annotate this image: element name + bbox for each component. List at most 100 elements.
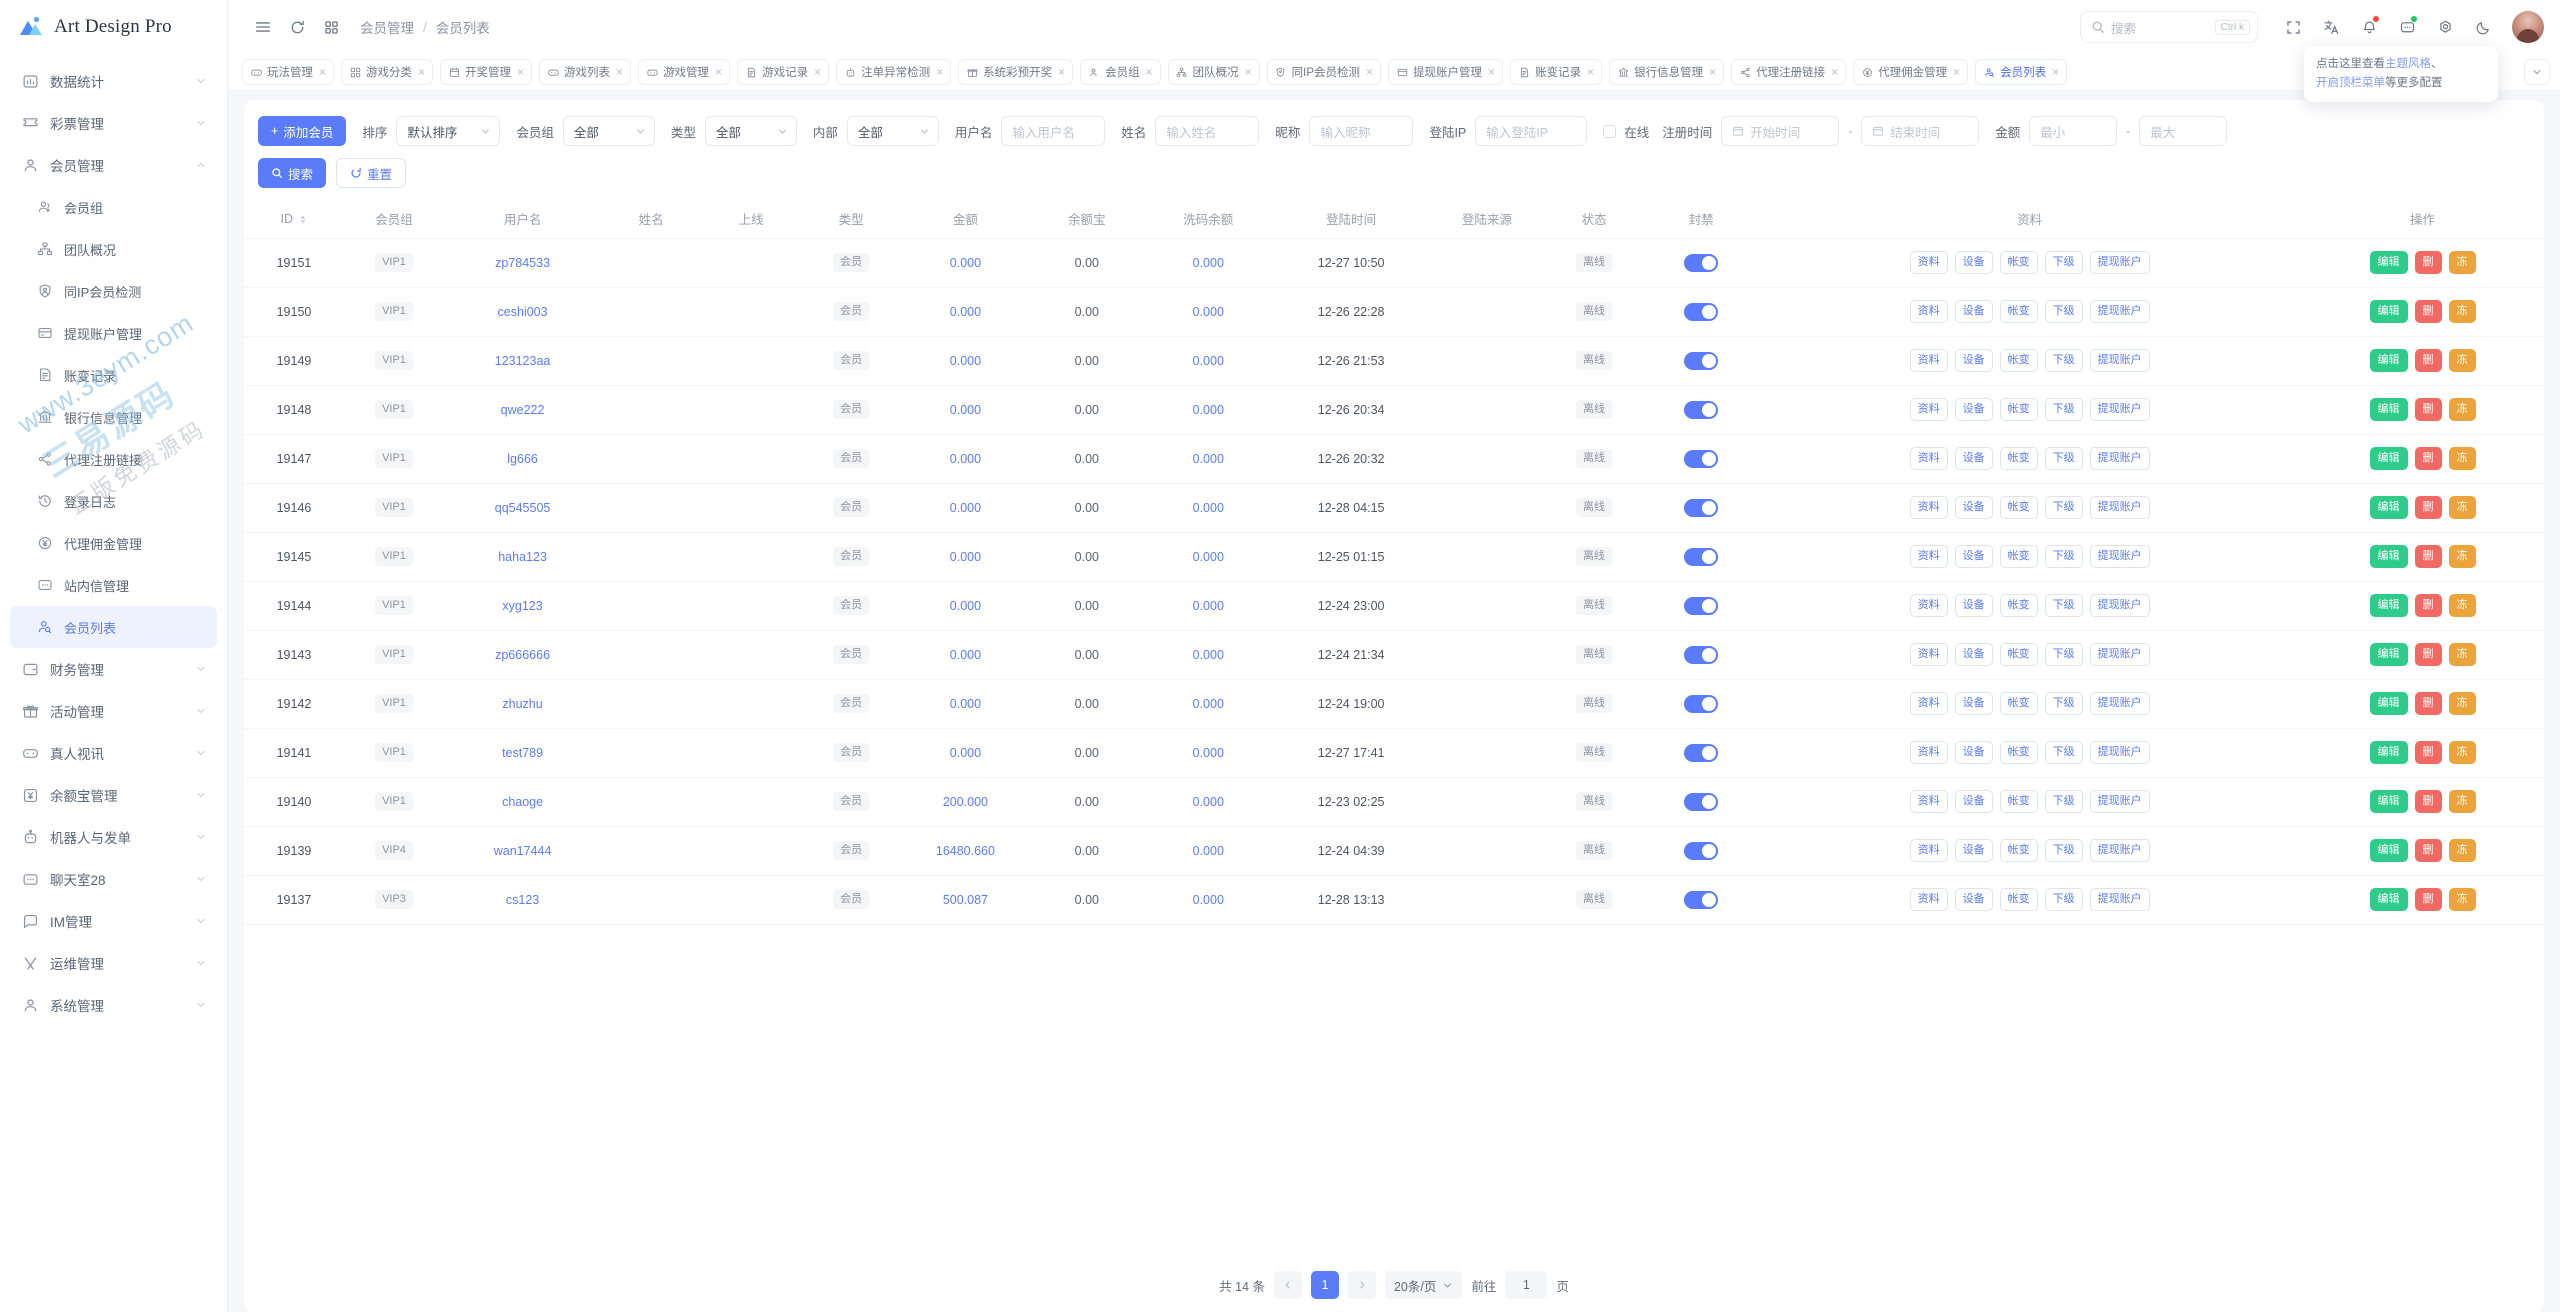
ban-toggle[interactable] [1684,792,1719,811]
op-button-del[interactable]: 删 [2414,251,2442,274]
cell-username[interactable]: haha123 [444,532,602,582]
username-link[interactable]: 123123aa [494,353,551,368]
cell-ban[interactable] [1643,826,1759,876]
row-button-提现账户[interactable]: 提现账户 [2089,594,2150,617]
sidebar-item-huodong-guanli[interactable]: 活动管理 [10,690,217,732]
op-button-del[interactable]: 删 [2414,692,2442,715]
search-input[interactable]: 搜索 Ctrl k [2080,11,2258,43]
row-button-设备[interactable]: 设备 [1954,594,1993,617]
ban-toggle[interactable] [1684,841,1719,860]
tab-kaijiang-guanli[interactable]: 开奖管理 × [440,59,533,85]
ban-toggle[interactable] [1684,890,1719,909]
row-button-提现账户[interactable]: 提现账户 [2089,349,2150,372]
start-date-input[interactable]: 开始时间 [1721,116,1840,146]
table-row[interactable]: 19150 VIP1 ceshi003 会员 0.000 0.00 0.000 12-26 2… [244,287,2544,337]
sort-select[interactable]: 默认排序 [396,116,501,146]
close-icon[interactable]: × [1058,65,1066,79]
row-button-设备[interactable]: 设备 [1954,398,1993,421]
row-button-下级[interactable]: 下级 [2044,741,2083,764]
op-button-del[interactable]: 删 [2414,496,2442,519]
username-link[interactable]: haha123 [498,549,547,564]
op-button-frz[interactable]: 冻 [2448,790,2476,813]
row-button-提现账户[interactable]: 提现账户 [2089,398,2150,421]
cell-ban[interactable] [1643,630,1759,680]
sidebar-item-denglu-rizhi[interactable]: 登录日志 [10,480,217,522]
close-icon[interactable]: × [1145,65,1153,79]
tab-daili-yongjin-guanli[interactable]: 代理佣金管理 × [1853,59,1969,85]
hamburger-icon[interactable] [246,10,280,44]
ban-toggle[interactable] [1684,498,1719,517]
op-button-frz[interactable]: 冻 [2448,251,2476,274]
row-button-下级[interactable]: 下级 [2044,839,2083,862]
cell-username[interactable]: test789 [444,728,602,778]
op-button-edit[interactable]: 编辑 [2369,496,2408,519]
tab-youxi-fenlei[interactable]: 游戏分类 × [341,59,434,85]
cell-ban[interactable] [1643,777,1759,827]
row-button-设备[interactable]: 设备 [1954,496,1993,519]
amount-min-input[interactable]: 最小 [2029,116,2118,146]
op-button-frz[interactable]: 冻 [2448,888,2476,911]
close-icon[interactable]: × [2052,65,2060,79]
username-link[interactable]: test789 [502,745,544,760]
row-button-下级[interactable]: 下级 [2044,251,2083,274]
sidebar-item-daili-yongjin-guanli[interactable]: 代理佣金管理 [10,522,217,564]
ban-toggle[interactable] [1684,547,1719,566]
op-button-edit[interactable]: 编辑 [2369,790,2408,813]
close-icon[interactable]: × [616,65,624,79]
ban-toggle[interactable] [1684,449,1719,468]
gear-icon[interactable] [2428,10,2462,44]
table-row[interactable]: 19143 VIP1 zp666666 会员 0.000 0.00 0.000 12-24 2… [244,630,2544,680]
row-button-设备[interactable]: 设备 [1954,790,1993,813]
row-button-提现账户[interactable]: 提现账户 [2089,447,2150,470]
op-button-frz[interactable]: 冻 [2448,398,2476,421]
row-button-设备[interactable]: 设备 [1954,545,1993,568]
row-button-资料[interactable]: 资料 [1909,251,1948,274]
op-button-edit[interactable]: 编辑 [2369,300,2408,323]
sidebar-item-tuandui-gaikuang[interactable]: 团队概况 [10,228,217,270]
row-button-资料[interactable]: 资料 [1909,643,1948,666]
row-button-提现账户[interactable]: 提现账户 [2089,692,2150,715]
row-button-帐变[interactable]: 帐变 [1999,594,2038,617]
row-button-提现账户[interactable]: 提现账户 [2089,790,2150,813]
table-row[interactable]: 19148 VIP1 qwe222 会员 0.000 0.00 0.000 12-26 20:… [244,385,2544,435]
op-button-edit[interactable]: 编辑 [2369,741,2408,764]
end-date-input[interactable]: 结束时间 [1861,116,1980,146]
bell-icon[interactable] [2352,10,2386,44]
op-button-del[interactable]: 删 [2414,741,2442,764]
row-button-设备[interactable]: 设备 [1954,839,1993,862]
add-member-button[interactable]: + 添加会员 [258,116,347,146]
table-row[interactable]: 19137 VIP3 cs123 会员 500.087 0.00 0.000 12-28 13… [244,875,2544,925]
tab-daili-zhuce-lianjie[interactable]: 代理注册链接 × [1731,59,1847,85]
row-button-提现账户[interactable]: 提现账户 [2089,545,2150,568]
row-button-下级[interactable]: 下级 [2044,643,2083,666]
row-button-帐变[interactable]: 帐变 [1999,790,2038,813]
row-button-下级[interactable]: 下级 [2044,398,2083,421]
sidebar-item-yunwei-guanli[interactable]: 运维管理 [10,942,217,984]
op-button-del[interactable]: 删 [2414,398,2442,421]
sidebar-item-jiqiren-yu-fadan[interactable]: 机器人与发单 [10,816,217,858]
username-link[interactable]: ceshi003 [497,304,548,319]
username-link[interactable]: lg666 [507,451,538,466]
page-1[interactable]: 1 [1310,1271,1339,1299]
close-icon[interactable]: × [1953,65,1961,79]
op-button-edit[interactable]: 编辑 [2369,692,2408,715]
row-button-下级[interactable]: 下级 [2044,300,2083,323]
table-row[interactable]: 19144 VIP1 xyg123 会员 0.000 0.00 0.000 12-24 23:… [244,581,2544,631]
cell-ban[interactable] [1643,532,1759,582]
row-button-设备[interactable]: 设备 [1954,251,1993,274]
ban-toggle[interactable] [1684,694,1719,713]
username-link[interactable]: zhuzhu [502,696,543,711]
row-button-帐变[interactable]: 帐变 [1999,643,2038,666]
sidebar-item-tongip-huiyuan-jiance[interactable]: 同IP会员检测 [10,270,217,312]
app-logo[interactable]: Art Design Pro [0,0,227,54]
row-button-资料[interactable]: 资料 [1909,398,1948,421]
cell-username[interactable]: ceshi003 [444,287,602,337]
tab-huiyuan-liebiao[interactable]: 会员列表 × [1975,59,2068,85]
close-icon[interactable]: × [936,65,944,79]
username-link[interactable]: chaoge [502,794,544,809]
username-link[interactable]: wan17444 [493,843,552,858]
row-button-帐变[interactable]: 帐变 [1999,398,2038,421]
cell-ban[interactable] [1643,238,1759,288]
row-button-提现账户[interactable]: 提现账户 [2089,839,2150,862]
op-button-del[interactable]: 删 [2414,888,2442,911]
